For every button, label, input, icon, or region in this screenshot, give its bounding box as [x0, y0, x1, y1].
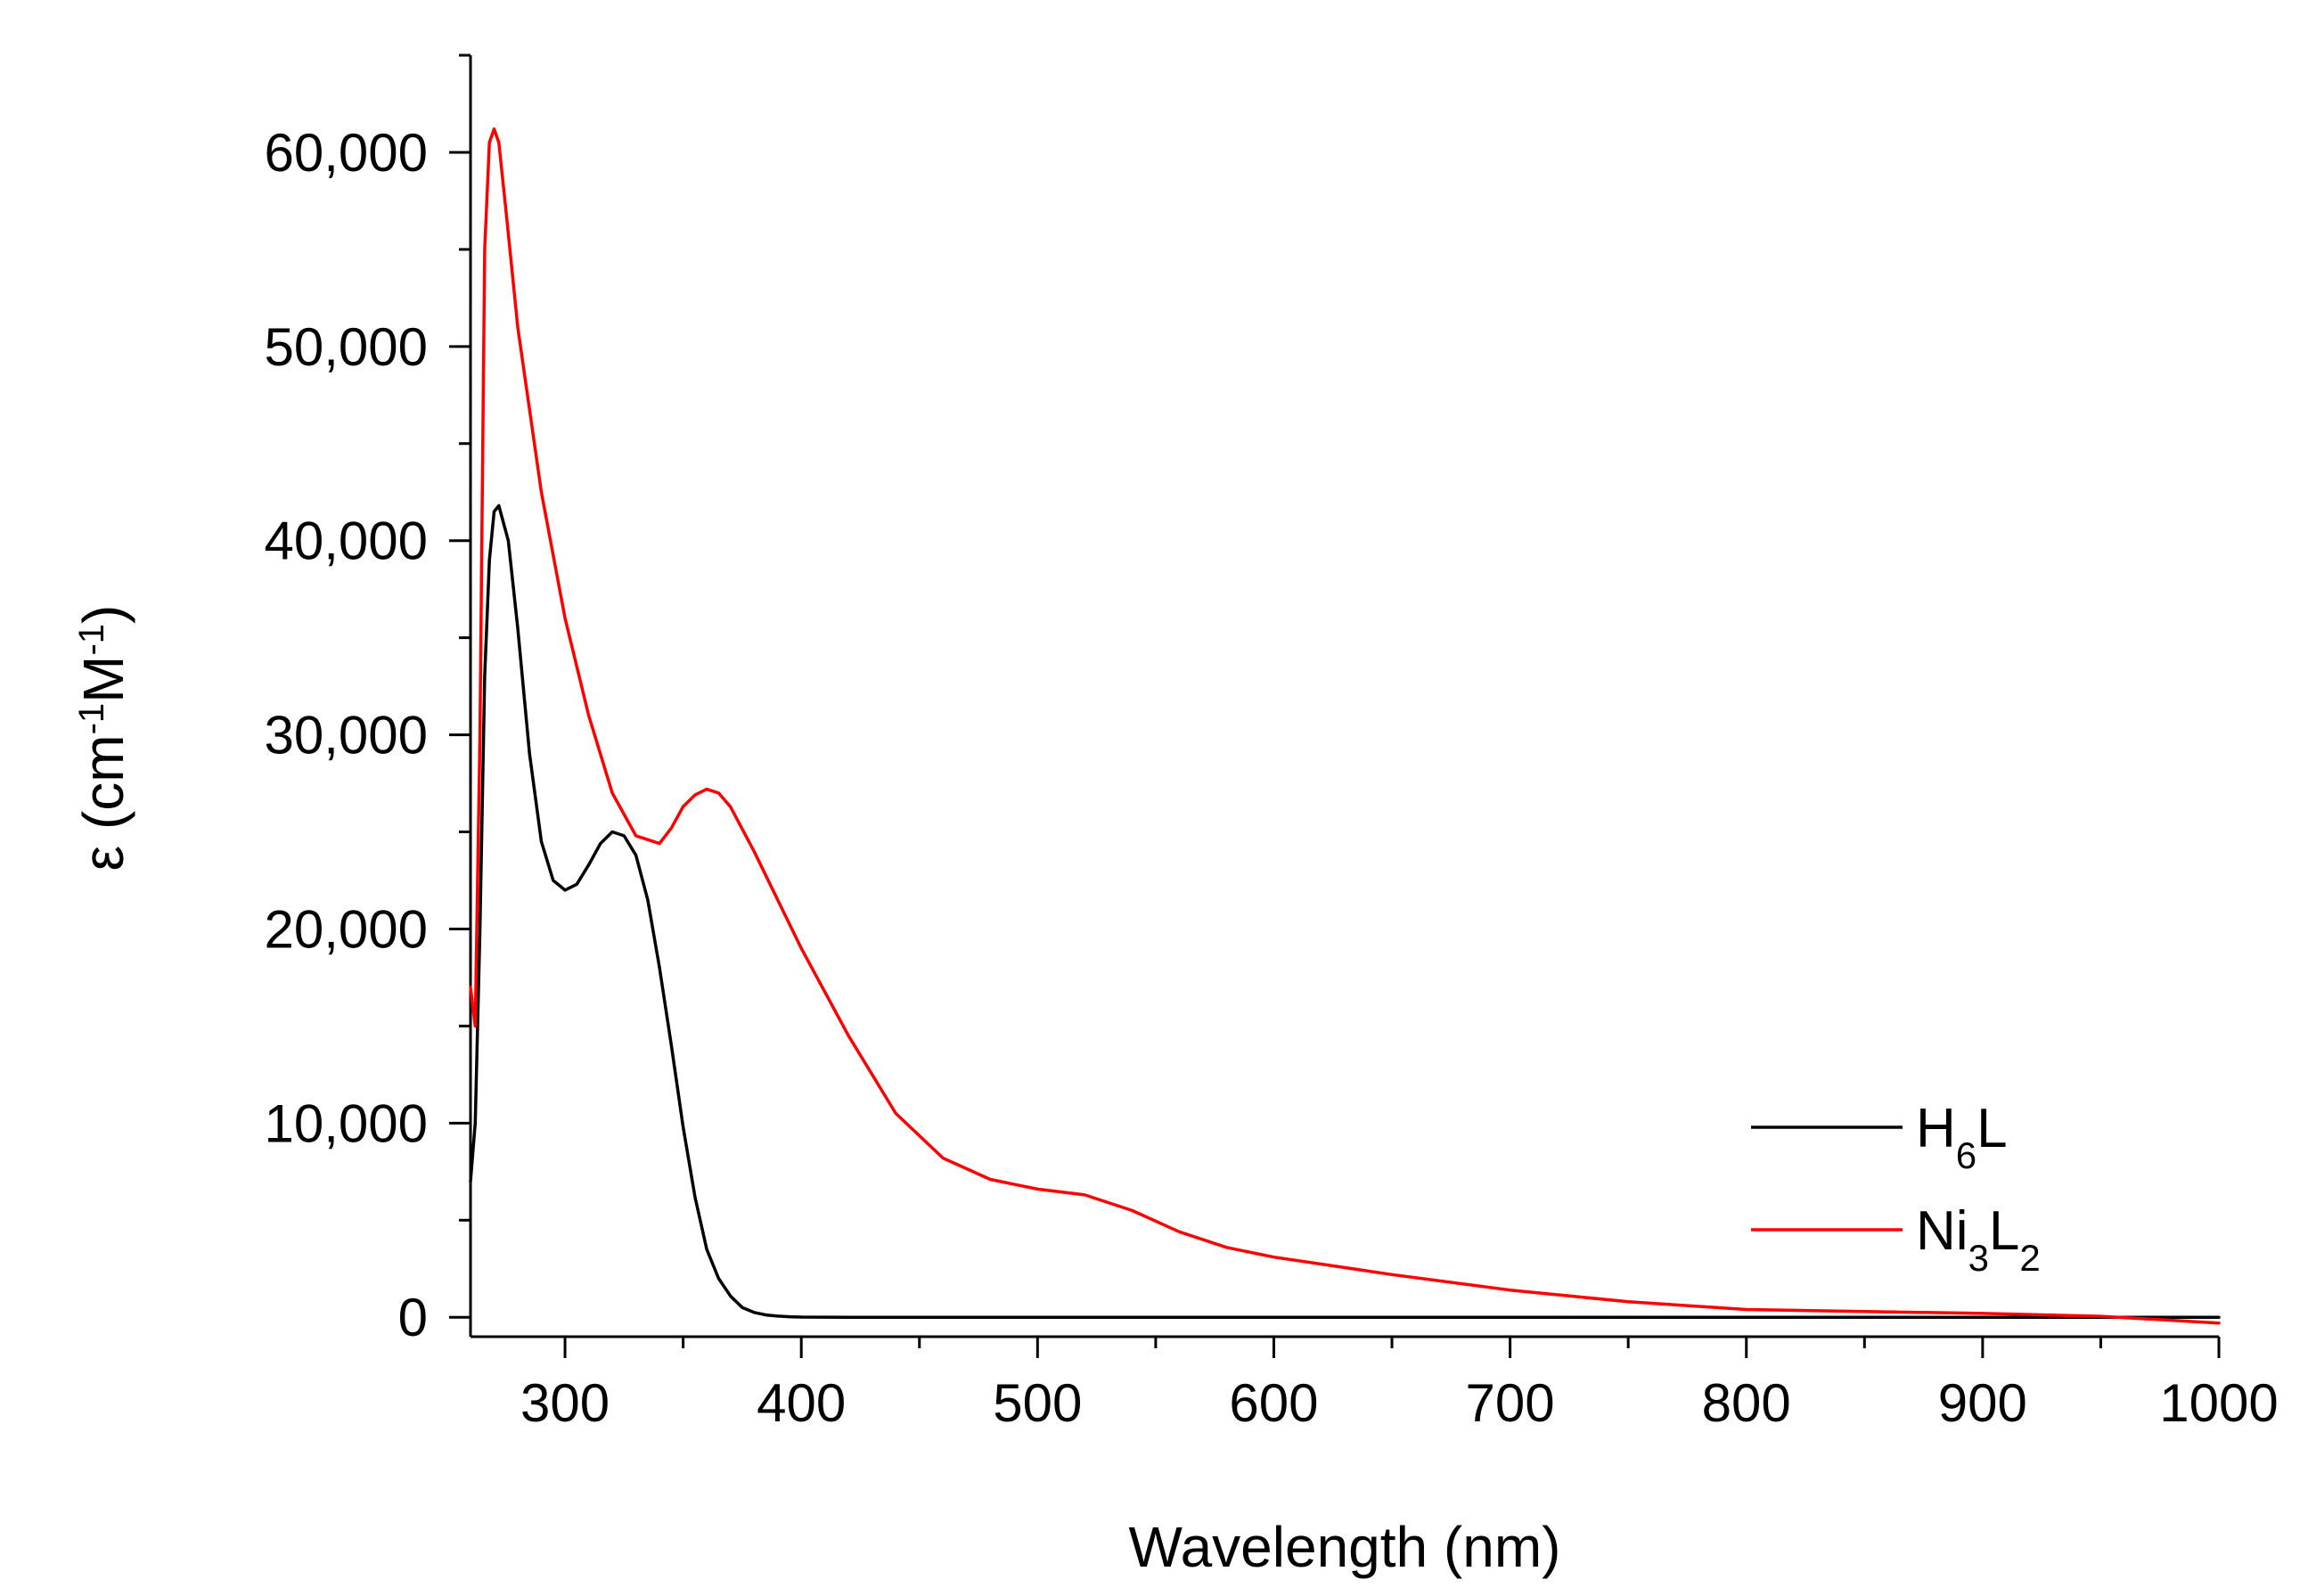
- y-tick-label: 10,000: [264, 1093, 428, 1153]
- series-layer: [469, 127, 2221, 1325]
- legend-ni3l2-sub2: 2: [2019, 1237, 2040, 1279]
- series-line-h6l: [469, 503, 2221, 1319]
- x-tick-label: 600: [1229, 1373, 1318, 1433]
- legend-ni3l2-base1: Ni: [1916, 1200, 1968, 1262]
- legend-h6l-base2: L: [1977, 1098, 2007, 1159]
- y-axis-title-sup2: -1: [72, 624, 111, 656]
- x-axis-ticks: 300 400 500 600 700 800 900 1000: [520, 1337, 2279, 1433]
- legend-h6l-base1: H: [1916, 1098, 1956, 1159]
- x-tick-label: 1000: [2159, 1373, 2278, 1433]
- x-tick-label: 700: [1466, 1373, 1555, 1433]
- y-axis-title-suffix: ): [71, 605, 135, 624]
- legend-h6l-sub1: 6: [1956, 1134, 1977, 1176]
- x-tick-label: 800: [1702, 1373, 1791, 1433]
- y-tick-label: 40,000: [264, 512, 428, 571]
- y-tick-label: 50,000: [264, 317, 428, 377]
- x-tick-label: 500: [993, 1373, 1082, 1433]
- x-tick-label: 400: [757, 1373, 846, 1433]
- y-tick-label: 0: [398, 1288, 428, 1347]
- y-axis-ticks: 0 10,000 20,000 30,000 40,000 50,000 60,000: [264, 53, 471, 1347]
- y-axis-title-mid: M: [71, 656, 135, 703]
- y-tick-label: 20,000: [264, 899, 428, 959]
- y-axis-title-prefix: ε (cm: [71, 734, 135, 871]
- legend-label-h6l: H6L: [1916, 1098, 2008, 1176]
- y-axis-title-sup1: -1: [72, 703, 111, 735]
- x-tick-label: 300: [520, 1373, 610, 1433]
- legend-label-ni3l2: Ni3L2: [1916, 1200, 2041, 1279]
- legend: H6L Ni3L2: [1751, 1098, 2041, 1279]
- x-tick-label: 900: [1938, 1373, 2027, 1433]
- y-axis-title: ε (cm-1M-1): [71, 605, 135, 872]
- legend-ni3l2-sub1: 3: [1968, 1237, 1989, 1279]
- legend-ni3l2-base2: L: [1989, 1200, 2019, 1262]
- series-line-ni3l2: [469, 127, 2221, 1325]
- y-tick-label: 60,000: [264, 123, 428, 183]
- x-axis-title: Wavelength (nm): [1129, 1515, 1561, 1579]
- y-tick-label: 30,000: [264, 706, 428, 765]
